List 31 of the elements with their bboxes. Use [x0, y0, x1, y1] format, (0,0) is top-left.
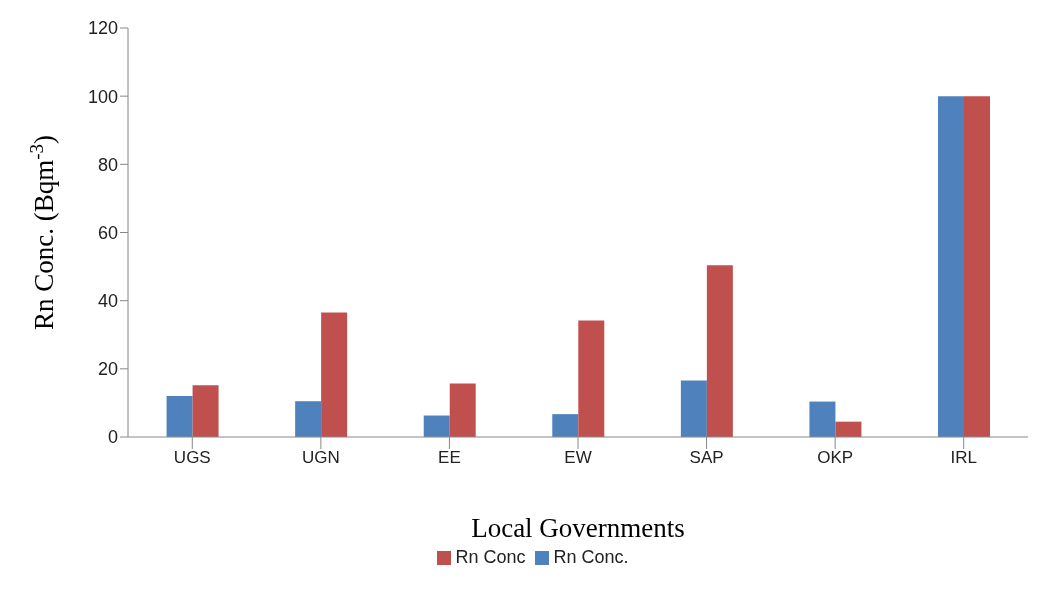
y-tick-label: 20: [97, 359, 118, 380]
bar: [809, 401, 836, 437]
bar: [192, 385, 219, 437]
legend-label: Rn Conc.: [553, 547, 629, 567]
bar: [964, 96, 990, 437]
x-tick-label: UGS: [173, 448, 211, 468]
y-tick-label: 120: [87, 18, 118, 39]
bar: [321, 312, 348, 437]
bar: [938, 96, 964, 437]
bar: [449, 383, 476, 437]
x-axis-title: Local Governments: [471, 513, 685, 543]
legend-label: Rn Conc: [455, 547, 526, 567]
y-tick-label: 100: [87, 86, 118, 107]
bar: [423, 415, 450, 437]
y-tick-label: 40: [97, 291, 118, 312]
bar: [706, 265, 733, 437]
bar: [835, 421, 862, 437]
x-tick-label: UGN: [301, 448, 340, 468]
bar: [295, 401, 322, 437]
y-tick-label: 60: [97, 222, 118, 243]
bar: [680, 380, 707, 437]
x-tick-label: OKP: [817, 448, 854, 468]
bar: [552, 414, 579, 437]
x-tick-label: SAP: [689, 448, 724, 468]
y-tick-label: 80: [97, 154, 118, 175]
y-tick-label: 0: [107, 427, 118, 448]
x-tick-label: IRL: [950, 448, 977, 468]
x-tick-label: EE: [438, 448, 461, 468]
bar: [166, 396, 193, 437]
x-tick-label: EW: [564, 448, 592, 468]
bar: [578, 320, 605, 437]
